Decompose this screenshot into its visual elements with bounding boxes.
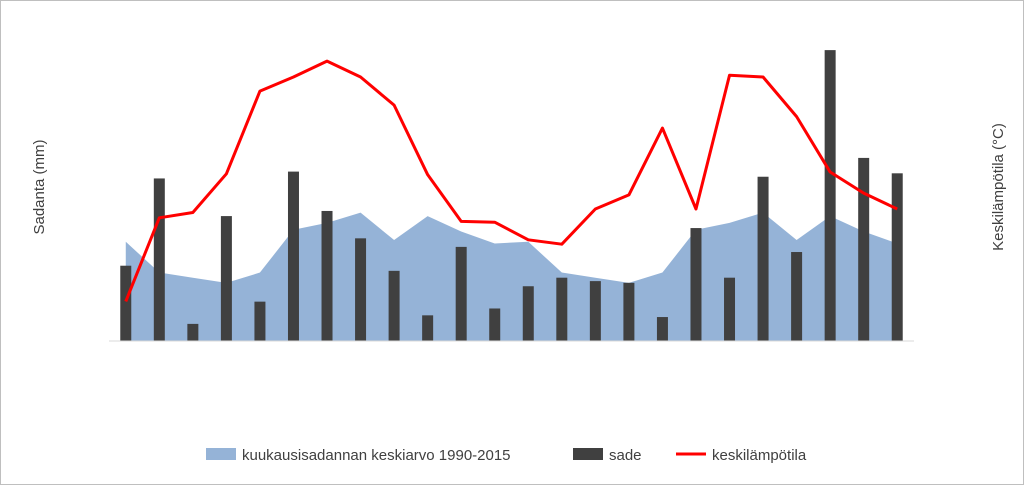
area-layer bbox=[125, 212, 898, 341]
bar-2017/07 bbox=[724, 277, 736, 341]
legend: kuukausisadannan keskiarvo 1990-2015 sad… bbox=[206, 447, 807, 464]
legend-label-area: kuukausisadannan keskiarvo 1990-2015 bbox=[242, 447, 511, 464]
bar-2016/03 bbox=[187, 323, 199, 341]
area-series-mean-precipitation bbox=[125, 212, 898, 341]
bar-layer bbox=[120, 50, 903, 341]
bar-2016/10 bbox=[422, 315, 434, 341]
bar-2017/12 bbox=[891, 173, 903, 341]
bar-2016/01 bbox=[120, 265, 132, 341]
y2-axis-title: Keskilämpötila (°C) bbox=[990, 123, 1007, 251]
bar-2016/04 bbox=[220, 216, 232, 341]
bar-2016/05 bbox=[254, 301, 266, 341]
legend-label-bar: sade bbox=[609, 447, 642, 464]
bar-2017/10 bbox=[824, 50, 836, 341]
bar-2017/02 bbox=[556, 277, 568, 341]
bar-2017/03 bbox=[589, 281, 601, 341]
bar-2016/09 bbox=[388, 270, 400, 341]
line-series-mean-temperature bbox=[124, 59, 898, 302]
bar-2017/09 bbox=[791, 252, 803, 341]
bar-2016/06 bbox=[287, 171, 299, 341]
bar-2016/12 bbox=[489, 308, 501, 341]
bar-2017/04 bbox=[623, 282, 635, 341]
legend-label-line: keskilämpötila bbox=[712, 447, 807, 464]
bar-2016/02 bbox=[153, 178, 165, 341]
legend-swatch-bar bbox=[573, 448, 603, 460]
legend-swatch-area bbox=[206, 448, 236, 460]
bar-2017/11 bbox=[858, 157, 870, 341]
line-layer bbox=[124, 59, 898, 302]
bar-2016/11 bbox=[455, 246, 467, 341]
y-axis-title: Sadanta (mm) bbox=[31, 139, 48, 234]
bar-2017/08 bbox=[757, 176, 769, 341]
bar-2016/07 bbox=[321, 210, 333, 341]
bar-2016/08 bbox=[355, 238, 367, 341]
bar-2017/05 bbox=[656, 317, 668, 341]
bar-2017/06 bbox=[690, 228, 702, 341]
bar-2017/01 bbox=[522, 286, 534, 341]
